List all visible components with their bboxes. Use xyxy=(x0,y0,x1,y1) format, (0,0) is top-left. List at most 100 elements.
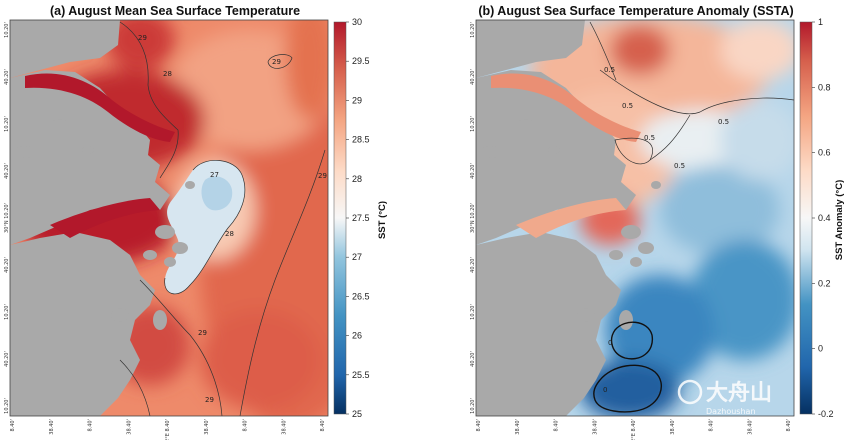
contour-label-a8: 29 xyxy=(205,396,214,404)
panel-a-colorbar-label: SST (°C) xyxy=(377,201,388,239)
contour-label-b7: 0 xyxy=(603,386,607,394)
y-tick-label: 10.20' xyxy=(470,304,476,320)
contour-label-a2: 29 xyxy=(272,58,281,66)
contour-label-b5: 0.5 xyxy=(644,134,655,142)
panel-a-title: (a) August Mean Sea Surface Temperature xyxy=(50,4,300,18)
panel-b: (b) August Sea Surface Temperature Anoma… xyxy=(470,4,845,440)
contour-label-a1: 29 xyxy=(138,34,147,42)
panel-b-frame xyxy=(475,19,795,417)
panel-b-axis-ticks: 10.20' 40.20' 10.20' 40.20' 30°N 10.20' 40.20… xyxy=(470,22,792,440)
colorbar-tick-label: 29.5 xyxy=(352,56,370,66)
y-tick-label: 10.20' xyxy=(470,116,476,132)
panel-a-land-north xyxy=(10,20,120,78)
contour-label-b4: 0.5 xyxy=(622,102,633,110)
y-tick-label: 40.20' xyxy=(470,351,476,367)
colorbar-tick-label: 27.5 xyxy=(352,213,370,223)
panel-b-islands xyxy=(481,119,661,330)
y-tick-label: 40.20' xyxy=(470,163,476,179)
watermark: 大舟山 Dazhoushan xyxy=(677,379,772,416)
panel-a-bay xyxy=(50,198,160,238)
contour-label-a3: 28 xyxy=(163,70,172,78)
panel-a-contours xyxy=(119,21,326,416)
colorbar-tick-label: 27 xyxy=(352,252,362,262)
x-tick-label: 8.40' xyxy=(88,419,94,432)
contour-label-b1: 0.5 xyxy=(604,66,615,74)
colorbar-tick-label: 26 xyxy=(352,331,362,341)
x-tick-label: 38.40' xyxy=(49,419,55,435)
panel-b-land-south xyxy=(476,232,621,416)
panel-a-frame xyxy=(9,19,329,417)
contour-label-b6: 0 xyxy=(608,339,612,347)
panel-b-colorbar xyxy=(799,21,813,415)
x-tick-label: 8.40' xyxy=(554,419,560,432)
y-tick-label: 30°N 10.20' xyxy=(470,203,476,233)
x-tick-label: 38.40' xyxy=(670,419,676,435)
y-tick-label: 40.20' xyxy=(470,69,476,85)
colorbar-tick-label: 30 xyxy=(352,17,362,27)
colorbar-tick-label: 0.8 xyxy=(818,82,831,92)
colorbar-tick-label: 0.4 xyxy=(818,213,831,223)
x-tick-label: 122°E 8.40' xyxy=(165,419,171,440)
colorbar-tick-label: 0 xyxy=(818,344,823,354)
y-tick-label: 10.20' xyxy=(4,398,10,414)
colorbar-tick-label: 29 xyxy=(352,95,362,105)
colorbar-tick-label: 1 xyxy=(818,17,823,27)
panel-b-estuary xyxy=(491,73,641,142)
y-tick-label: 40.20' xyxy=(4,69,10,85)
x-tick-label: 8.40' xyxy=(786,419,792,432)
panel-b-contours xyxy=(589,21,794,165)
watermark-subtext: Dazhoushan xyxy=(706,407,756,416)
y-tick-label: 10.20' xyxy=(4,22,10,38)
panel-a-axis-ticks: 10.20' 40.20' 10.20' 40.20' 30°N 10.20' 40.20… xyxy=(4,22,326,440)
x-tick-label: 38.40' xyxy=(747,419,753,435)
y-tick-label: 40.20' xyxy=(4,163,10,179)
panel-a-land-south xyxy=(10,232,155,416)
x-tick-label: 8.40' xyxy=(10,419,16,432)
contour-label-a4: 28 xyxy=(225,230,234,238)
y-tick-label: 10.20' xyxy=(4,116,10,132)
x-tick-label: 8.40' xyxy=(709,419,715,432)
watermark-logo-icon xyxy=(677,379,703,405)
panel-b-map: 0.5 0.5 0.5 0.5 0.5 0 0 xyxy=(476,20,794,416)
x-tick-label: 8.40' xyxy=(243,419,249,432)
panel-a-colorbar xyxy=(333,21,347,415)
panel-b-colorbar-ticks: -0.2 0 0.2 0.4 0.6 0.8 1 xyxy=(812,17,834,419)
colorbar-tick-label: 0.2 xyxy=(818,278,831,288)
colorbar-tick-label: -0.2 xyxy=(818,409,834,419)
panel-a-colorbar-ticks: 25 25.5 26 26.5 27 27.5 28 28.5 29 29.5 30 xyxy=(346,17,370,419)
y-tick-label: 40.20' xyxy=(470,257,476,273)
x-tick-label: 38.40' xyxy=(281,419,287,435)
panel-b-zero-contours xyxy=(593,321,662,413)
panel-b-land-north xyxy=(476,20,585,78)
panel-a-cool-core xyxy=(201,176,233,211)
x-tick-label: 8.40' xyxy=(476,419,482,432)
x-tick-label: 38.40' xyxy=(126,419,132,435)
y-tick-label: 10.20' xyxy=(470,398,476,414)
panel-a-map: 29 29 28 28 27 29 29 29 xyxy=(10,20,328,416)
x-tick-label: 38.40' xyxy=(515,419,521,435)
colorbar-tick-label: 25 xyxy=(352,409,362,419)
panel-b-bay xyxy=(516,198,626,238)
y-tick-label: 30°N 10.20' xyxy=(4,203,10,233)
colorbar-tick-label: 0.6 xyxy=(818,148,831,158)
colorbar-tick-label: 28 xyxy=(352,174,362,184)
x-tick-label: 8.40' xyxy=(320,419,326,432)
contour-label-a5: 27 xyxy=(210,171,219,179)
panel-b-title: (b) August Sea Surface Temperature Anoma… xyxy=(478,4,793,18)
colorbar-tick-label: 28.5 xyxy=(352,135,370,145)
colorbar-tick-label: 25.5 xyxy=(352,370,370,380)
watermark-text: 大舟山 xyxy=(706,380,772,406)
contour-label-a6: 29 xyxy=(198,329,207,337)
y-tick-label: 10.20' xyxy=(4,304,10,320)
x-tick-label: 122°E 8.40' xyxy=(631,419,637,440)
panel-b-colorbar-label: SST Anomaly (°C) xyxy=(834,180,845,261)
contour-label-a7: 29 xyxy=(318,172,327,180)
y-tick-label: 10.20' xyxy=(470,22,476,38)
panel-a-islands xyxy=(15,119,195,330)
x-tick-label: 38.40' xyxy=(204,419,210,435)
panel-a-estuary xyxy=(25,73,175,142)
y-tick-label: 40.20' xyxy=(4,351,10,367)
y-tick-label: 40.20' xyxy=(4,257,10,273)
